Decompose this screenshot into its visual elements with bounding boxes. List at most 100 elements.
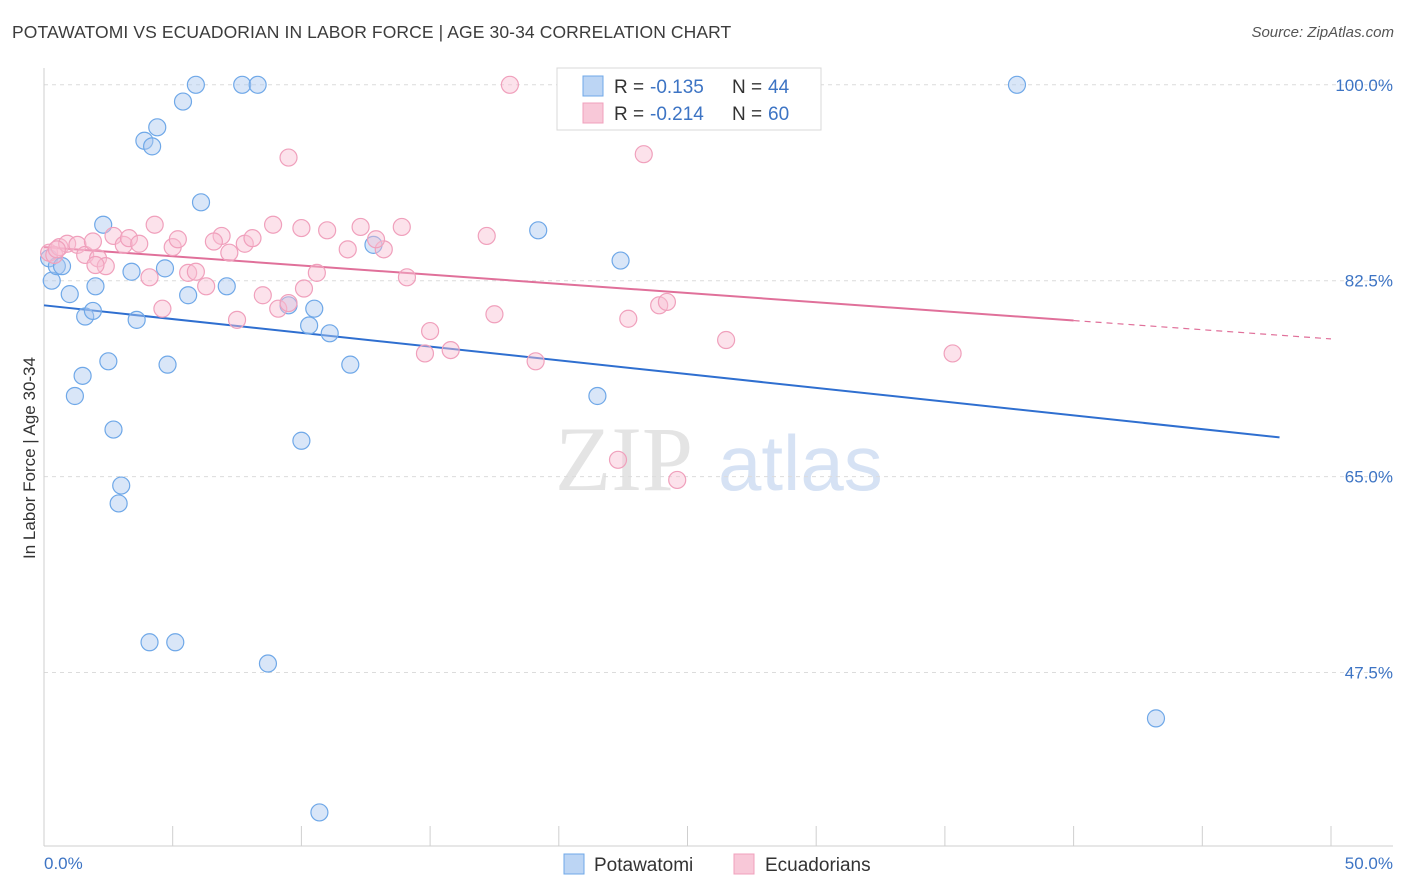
point-ecuadorians-22 — [220, 243, 239, 262]
point-potawatomi-37 — [588, 386, 607, 406]
point-potawatomi-38 — [611, 251, 630, 270]
point-ecuadorians-23 — [227, 310, 247, 329]
bottom-legend-swatch-potawatomi — [563, 853, 585, 875]
legend-n-label-ecuadorians: N = — [732, 104, 762, 125]
point-ecuadorians-48 — [608, 450, 628, 469]
point-ecuadorians-51 — [634, 145, 653, 164]
watermark-atlas: atlas — [718, 419, 883, 507]
point-potawatomi-9 — [86, 277, 105, 296]
point-ecuadorians-58 — [86, 255, 105, 275]
trendline-ecuadorians — [43, 246, 1074, 322]
point-potawatomi-26 — [217, 277, 236, 296]
point-potawatomi-16 — [127, 310, 146, 329]
gridlines — [44, 84, 1393, 673]
point-ecuadorians-41 — [415, 344, 435, 363]
point-potawatomi-24 — [186, 75, 205, 94]
point-ecuadorians-45 — [485, 305, 504, 324]
point-potawatomi-18 — [143, 137, 162, 156]
point-potawatomi-40 — [1146, 709, 1166, 728]
point-ecuadorians-39 — [392, 217, 411, 237]
point-ecuadorians-55 — [717, 330, 736, 350]
point-ecuadorians-56 — [943, 344, 962, 363]
chart-title: POTAWATOMI VS ECUADORIAN IN LABOR FORCE … — [12, 22, 732, 42]
point-potawatomi-34 — [341, 355, 360, 374]
trendline-potawatomi — [43, 304, 1280, 439]
point-ecuadorians-34 — [318, 221, 337, 240]
point-potawatomi-27 — [233, 75, 252, 94]
point-ecuadorians-4 — [68, 235, 87, 254]
point-ecuadorians-53 — [657, 292, 677, 312]
point-potawatomi-14 — [112, 476, 131, 495]
point-potawatomi-20 — [155, 259, 175, 278]
point-ecuadorians-38 — [366, 230, 386, 249]
point-ecuadorians-46 — [500, 75, 519, 94]
point-potawatomi-33 — [320, 324, 339, 343]
point-potawatomi-42 — [166, 633, 185, 652]
point-ecuadorians-31 — [292, 218, 311, 238]
trendline-ext-ecuadorians — [1073, 319, 1332, 340]
bottom-legend-swatch-ecuadorians — [733, 853, 755, 875]
x-tick-label-left: 0.0% — [44, 854, 83, 873]
point-potawatomi-32 — [305, 299, 324, 318]
point-ecuadorians-37 — [374, 240, 393, 259]
point-potawatomi-25 — [191, 193, 211, 212]
point-potawatomi-12 — [104, 420, 123, 439]
y-axis-label: In Labor Force | Age 30-34 — [20, 357, 39, 559]
legend-r-label-ecuadorians: R = — [614, 104, 644, 125]
point-potawatomi-10 — [94, 215, 113, 234]
point-potawatomi-41 — [140, 633, 159, 652]
point-ecuadorians-18 — [179, 263, 198, 282]
point-ecuadorians-13 — [140, 268, 159, 287]
point-ecuadorians-29 — [279, 293, 298, 313]
legend-n-potawatomi: 44 — [768, 77, 790, 98]
point-potawatomi-11 — [99, 352, 118, 371]
point-potawatomi-19 — [148, 118, 167, 137]
point-ecuadorians-49 — [619, 309, 638, 328]
axes — [43, 68, 1393, 847]
series-legend: Potawatomi Ecuadorians — [563, 853, 871, 876]
point-ecuadorians-32 — [294, 279, 314, 298]
point-ecuadorians-17 — [168, 230, 187, 249]
point-potawatomi-30 — [292, 431, 311, 450]
point-potawatomi-21 — [158, 355, 177, 374]
y-tick-label-3: 47.5% — [1345, 663, 1393, 682]
legend-n-ecuadorians: 60 — [768, 104, 789, 125]
point-ecuadorians-43 — [441, 340, 460, 360]
point-potawatomi-15 — [122, 262, 141, 281]
point-ecuadorians-20 — [197, 277, 216, 296]
point-ecuadorians-33 — [307, 263, 326, 282]
legend-swatch-potawatomi — [582, 75, 604, 97]
source-label: Source: ZipAtlas.com — [1251, 24, 1394, 41]
point-potawatomi-36 — [529, 221, 548, 240]
stats-legend: R = -0.135 N = 44 R = -0.214 N = 60 — [556, 67, 822, 131]
point-ecuadorians-26 — [253, 286, 272, 305]
point-ecuadorians-44 — [477, 226, 496, 246]
bottom-legend-label-potawatomi: Potawatomi — [594, 855, 693, 876]
point-ecuadorians-9 — [104, 226, 123, 246]
legend-r-ecuadorians: -0.214 — [650, 104, 704, 125]
point-ecuadorians-14 — [145, 215, 164, 234]
point-potawatomi-4 — [60, 285, 79, 304]
point-potawatomi-22 — [173, 92, 193, 111]
y-tick-label-0: 100.0% — [1335, 76, 1393, 95]
legend-swatch-ecuadorians — [582, 102, 604, 124]
y-tick-label-2: 65.0% — [1345, 468, 1393, 487]
point-ecuadorians-40 — [397, 268, 417, 287]
legend-n-label-potawatomi: N = — [732, 77, 762, 98]
point-potawatomi-13 — [109, 494, 128, 513]
point-ecuadorians-35 — [338, 240, 357, 259]
point-potawatomi-28 — [248, 75, 267, 94]
point-ecuadorians-59 — [204, 232, 223, 251]
point-ecuadorians-57 — [47, 240, 66, 259]
point-ecuadorians-28 — [269, 299, 288, 318]
point-ecuadorians-27 — [263, 215, 283, 234]
point-potawatomi-6 — [65, 386, 84, 406]
watermark-zip: ZIP — [555, 408, 693, 510]
point-ecuadorians-25 — [243, 229, 262, 248]
bottom-legend-label-ecuadorians: Ecuadorians — [765, 855, 871, 876]
point-ecuadorians-42 — [421, 321, 440, 341]
y-tick-labels: 100.0% 82.5% 65.0% 47.5% — [1335, 76, 1393, 683]
point-ecuadorians-36 — [351, 217, 370, 237]
point-ecuadorians-12 — [130, 234, 149, 253]
